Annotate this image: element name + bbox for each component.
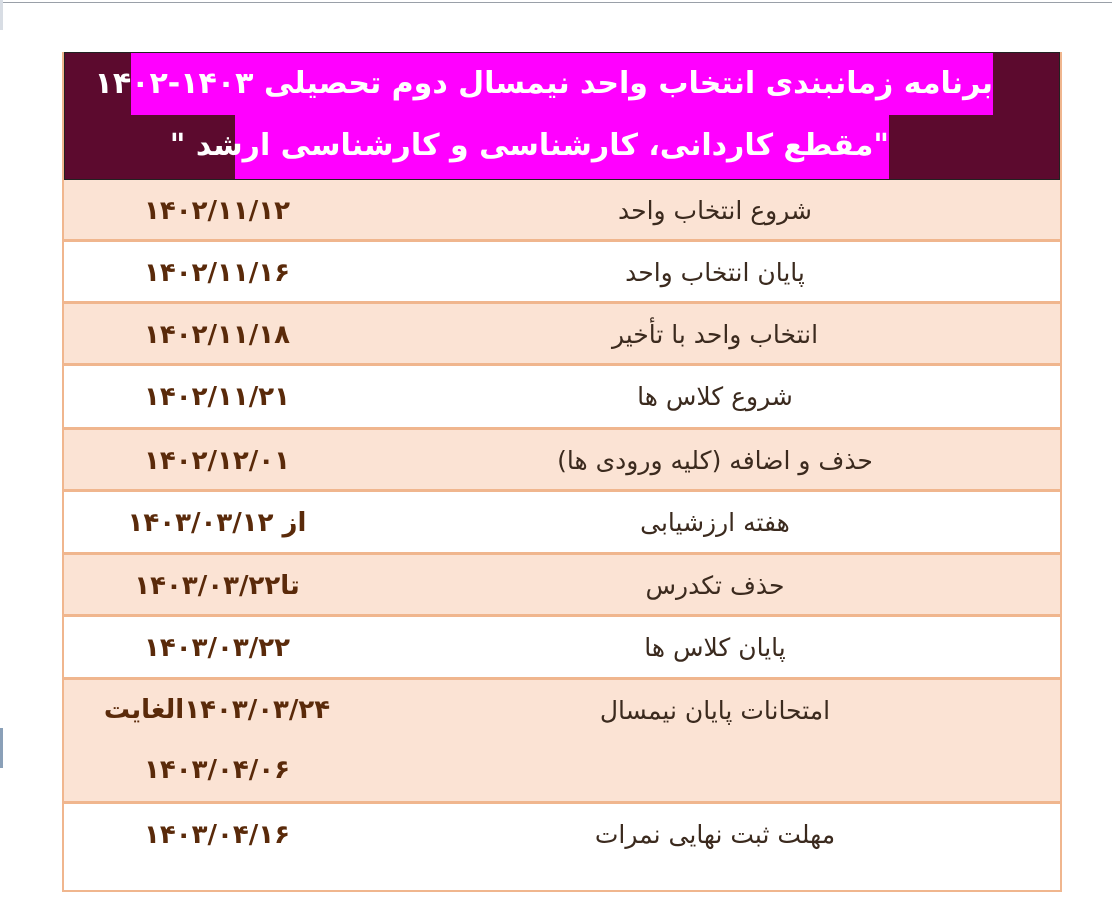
row-date: تا۱۴۰۳/۰۳/۲۲ xyxy=(134,571,300,601)
row-date-line-2: ۱۴۰۳/۰۴/۰۶ xyxy=(144,755,290,785)
table-row: انتخاب واحد با تأخیر ۱۴۰۲/۱۱/۱۸ xyxy=(64,304,1060,366)
row-label: هفته ارزشیابی xyxy=(640,508,790,537)
row-date: ۱۴۰۲/۱۱/۲۱ xyxy=(144,382,290,412)
row-label: حذف و اضافه (کلیه ورودی ها) xyxy=(557,446,873,475)
row-label: حذف تکدرس xyxy=(645,571,785,600)
table-row: هفته ارزشیابی از ۱۴۰۳/۰۳/۱۲ xyxy=(64,492,1060,555)
row-date-line-1: ۱۴۰۳/۰۳/۲۴الغایت xyxy=(103,695,331,725)
row-label: شروع کلاس ها xyxy=(637,382,793,411)
row-date: ۱۴۰۳/۰۳/۲۲ xyxy=(144,633,290,663)
row-date: از ۱۴۰۳/۰۳/۱۲ xyxy=(127,508,307,538)
row-label: انتخاب واحد با تأخیر xyxy=(611,320,819,349)
table-row: پایان انتخاب واحد ۱۴۰۲/۱۱/۱۶ xyxy=(64,242,1060,304)
row-date: ۱۴۰۳/۰۴/۱۶ xyxy=(144,820,290,850)
row-date: ۱۴۰۳/۰۳/۲۴الغایت ۱۴۰۳/۰۴/۰۶ xyxy=(64,680,370,801)
row-label: امتحانات پایان نیمسال xyxy=(599,696,831,725)
table-row: امتحانات پایان نیمسال ۱۴۰۳/۰۳/۲۴الغایت ۱… xyxy=(64,680,1060,804)
row-date: ۱۴۰۲/۱۱/۱۶ xyxy=(144,258,290,288)
row-date: ۱۴۰۲/۱۱/۱۸ xyxy=(144,320,290,350)
row-label: مهلت ثبت نهایی نمرات xyxy=(594,820,836,849)
table-row: شروع کلاس ها ۱۴۰۲/۱۱/۲۱ xyxy=(64,366,1060,430)
title-line-1: برنامه زمانبندی انتخاب واحد نیمسال دوم ت… xyxy=(95,53,993,115)
top-divider xyxy=(0,2,1112,3)
table-row: مهلت ثبت نهایی نمرات ۱۴۰۳/۰۴/۱۶ xyxy=(64,804,1060,890)
row-date: ۱۴۰۲/۱۱/۱۲ xyxy=(144,196,290,226)
row-label: پایان انتخاب واحد xyxy=(625,258,805,287)
table-row: پایان کلاس ها ۱۴۰۳/۰۳/۲۲ xyxy=(64,617,1060,680)
title-line-2: "مقطع کاردانی، کارشناسی و کارشناسی ارشد … xyxy=(170,115,889,179)
schedule-table: برنامه زمانبندی انتخاب واحد نیمسال دوم ت… xyxy=(62,52,1062,892)
row-date: ۱۴۰۲/۱۲/۰۱ xyxy=(144,446,290,476)
table-row: حذف تکدرس تا۱۴۰۳/۰۳/۲۲ xyxy=(64,555,1060,617)
table-row: شروع انتخاب واحد ۱۴۰۲/۱۱/۱۲ xyxy=(64,180,1060,242)
row-label: شروع انتخاب واحد xyxy=(618,196,812,225)
window-edge xyxy=(0,728,3,768)
table-row: حذف و اضافه (کلیه ورودی ها) ۱۴۰۲/۱۲/۰۱ xyxy=(64,430,1060,492)
table-header: برنامه زمانبندی انتخاب واحد نیمسال دوم ت… xyxy=(64,52,1060,180)
window-edge xyxy=(0,0,3,30)
row-label: پایان کلاس ها xyxy=(644,633,786,662)
